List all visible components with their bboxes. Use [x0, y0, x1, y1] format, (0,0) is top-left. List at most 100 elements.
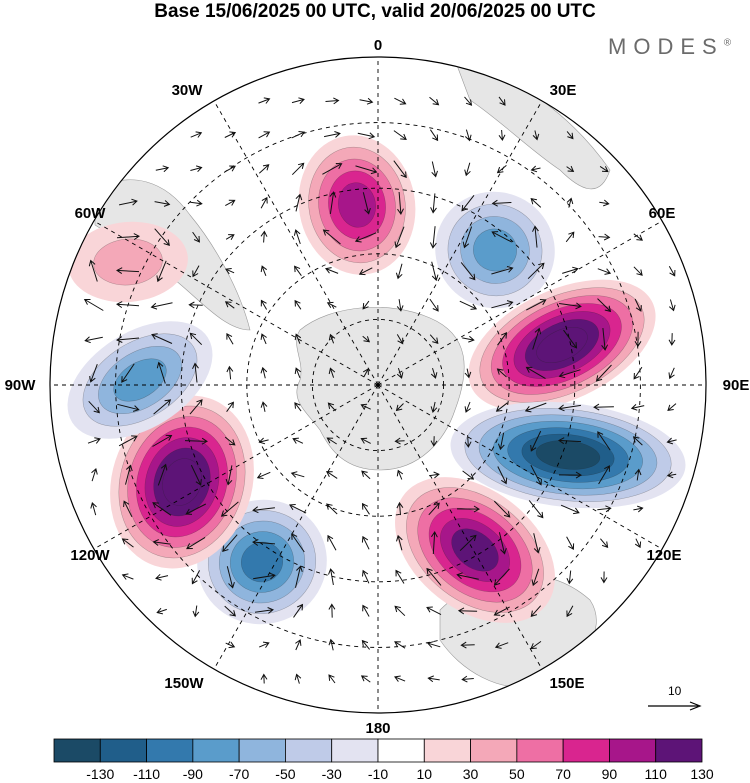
wind-arrow [393, 130, 407, 140]
wind-arrow [361, 470, 371, 480]
wind-arrow [566, 605, 574, 618]
wind-arrow [291, 97, 305, 104]
wind-arrow [189, 332, 203, 346]
colorbar-tick-label: -50 [275, 766, 296, 782]
wind-arrow [88, 400, 100, 414]
wind-arrow [192, 231, 200, 243]
wind-arrow [394, 226, 405, 249]
wind-arrow [328, 674, 336, 684]
wind-arrow [260, 299, 268, 310]
wind-arrow [328, 603, 336, 618]
wind-arrow [322, 163, 343, 175]
longitude-label-90w: 90W [5, 377, 37, 394]
anomaly-negative-4 [450, 401, 686, 509]
wind-arrow [192, 362, 199, 383]
wind-arrow [532, 327, 542, 350]
wind-arrow [462, 226, 473, 249]
wind-arrow [224, 436, 236, 446]
wind-arrow [598, 465, 610, 485]
wind-arrow [459, 300, 478, 310]
wind-arrow [121, 363, 135, 383]
longitude-label-90e: 90E [723, 377, 750, 394]
wind-arrow [431, 261, 439, 282]
antarctica-landmass [296, 306, 465, 471]
wind-arrow [190, 165, 203, 173]
wind-arrow [600, 571, 608, 584]
wind-arrow [566, 131, 574, 140]
wind-arrow [121, 573, 134, 580]
wind-arrow [154, 200, 171, 207]
wind-arrow [491, 300, 514, 309]
wind-arrow [633, 366, 643, 380]
wind-arrow [394, 641, 406, 649]
wind-arrow [456, 505, 480, 513]
wind-arrow [666, 437, 677, 445]
longitude-label-30e: 30E [550, 82, 577, 99]
wind-arrow [224, 301, 235, 309]
anomaly-positive-5 [395, 477, 555, 623]
reference-vector-label: 10 [668, 684, 682, 698]
wind-arrow [88, 259, 98, 282]
wind-arrow [362, 368, 369, 378]
wind-arrow [427, 675, 440, 683]
wind-vectors [83, 96, 677, 684]
wind-arrow [294, 673, 302, 684]
wind-arrow [220, 501, 239, 517]
wind-arrow [258, 97, 271, 104]
wind-arrow [226, 365, 234, 380]
wind-arrow [224, 165, 236, 173]
colorbar-bin [192, 738, 240, 763]
wind-arrow [462, 470, 475, 480]
wind-arrow [328, 367, 336, 378]
colorbar [53, 738, 703, 763]
wind-arrow [190, 464, 202, 486]
map-border [49, 56, 707, 714]
colorbar-bin [331, 738, 379, 763]
wind-arrow [359, 97, 374, 105]
wind-arrow [464, 435, 472, 448]
wind-arrow [326, 503, 338, 515]
wind-arrow [91, 467, 98, 482]
colorbar-tick-label: 70 [555, 766, 571, 782]
colorbar-tick-label: 130 [690, 766, 714, 782]
wind-arrow [461, 675, 474, 683]
wind-arrow [260, 265, 268, 276]
wind-arrow [152, 539, 171, 546]
wind-arrow [117, 403, 140, 412]
wind-arrow [493, 500, 511, 518]
colorbar-tick-label: 90 [601, 766, 618, 782]
wind-arrow [527, 262, 545, 280]
wind-arrow [429, 129, 439, 142]
wind-arrow [429, 96, 440, 106]
map-disc [50, 57, 706, 713]
colorbar-tick-label: -110 [133, 766, 161, 782]
reference-vector [648, 701, 702, 711]
wind-arrow [362, 335, 371, 343]
wind-arrow [84, 336, 103, 344]
wind-arrow [429, 226, 437, 249]
anomaly-negative-8 [67, 321, 213, 439]
wind-arrow [258, 131, 271, 139]
wind-arrow [327, 534, 337, 551]
wind-arrow [600, 538, 609, 549]
colorbar-bin [285, 738, 333, 763]
wind-arrow [226, 332, 234, 345]
wind-arrow [668, 367, 675, 380]
wind-arrow [666, 471, 677, 479]
wind-arrow [357, 132, 376, 140]
wind-arrow [430, 193, 437, 214]
wind-arrow [326, 437, 337, 445]
wind-arrow [459, 534, 477, 551]
wind-arrow [493, 606, 510, 616]
wind-arrow [595, 364, 612, 382]
wind-arrow [599, 165, 609, 173]
wind-arrow [121, 538, 134, 548]
wind-arrow [290, 471, 305, 478]
wind-arrow [291, 131, 306, 139]
anomaly-positive-9 [68, 221, 188, 303]
wind-arrow [328, 638, 336, 651]
wind-arrow [294, 333, 302, 344]
wind-arrow [597, 268, 612, 275]
wind-arrow [156, 607, 167, 615]
longitude-label-180: 180 [365, 720, 390, 737]
